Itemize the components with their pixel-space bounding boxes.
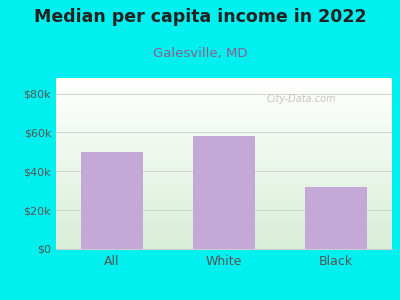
Text: City-Data.com: City-Data.com [266,94,336,103]
Text: Galesville, MD: Galesville, MD [153,46,247,59]
Bar [193,136,255,249]
Bar [305,187,367,249]
Bar [81,152,143,249]
Text: Median per capita income in 2022: Median per capita income in 2022 [34,8,366,26]
